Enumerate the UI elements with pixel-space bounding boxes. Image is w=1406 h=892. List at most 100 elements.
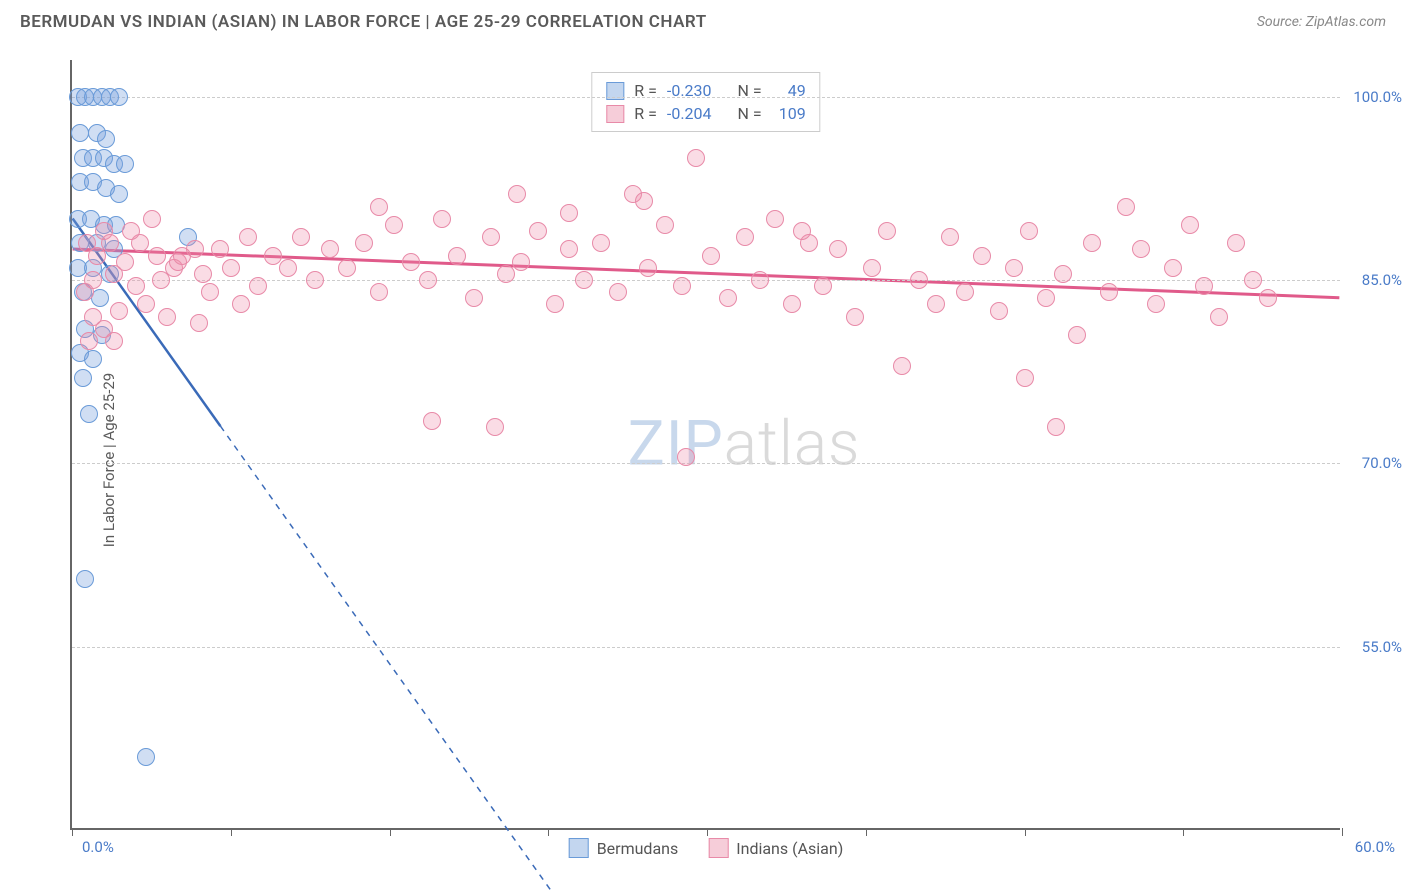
scatter-point (190, 314, 208, 332)
scatter-point (560, 240, 578, 258)
scatter-point (592, 234, 610, 252)
legend-item-1: Indians (Asian) (708, 838, 843, 858)
scatter-point (465, 289, 483, 307)
scatter-point (751, 271, 769, 289)
watermark-part1: ZIP (628, 408, 724, 481)
scatter-point (1181, 216, 1199, 234)
scatter-point (482, 228, 500, 246)
scatter-point (84, 350, 102, 368)
scatter-point (76, 283, 94, 301)
scatter-point (927, 295, 945, 313)
scatter-point (385, 216, 403, 234)
chart-title: BERMUDAN VS INDIAN (ASIAN) IN LABOR FORC… (20, 12, 707, 32)
scatter-point (956, 283, 974, 301)
scatter-point (1100, 283, 1118, 301)
scatter-point (148, 247, 166, 265)
stats-box: R = -0.230 N = 49 R = -0.204 N = 109 (591, 72, 820, 132)
scatter-point (137, 748, 155, 766)
scatter-point (419, 271, 437, 289)
scatter-point (512, 253, 530, 271)
scatter-point (80, 405, 98, 423)
scatter-point (1037, 289, 1055, 307)
scatter-point (211, 240, 229, 258)
x-axis-max-label: 60.0% (1355, 838, 1395, 856)
y-tick-label: 85.0% (1362, 271, 1402, 289)
scatter-point (239, 228, 257, 246)
bottom-legend: Bermudans Indians (Asian) (569, 838, 844, 858)
scatter-point (1020, 222, 1038, 240)
scatter-point (370, 283, 388, 301)
scatter-point (448, 247, 466, 265)
scatter-point (222, 259, 240, 277)
stats-n-val-1: 109 (772, 104, 806, 123)
legend-label-1: Indians (Asian) (736, 839, 843, 858)
scatter-point (122, 222, 140, 240)
legend-label-0: Bermudans (597, 839, 679, 858)
scatter-point (173, 247, 191, 265)
scatter-point (829, 240, 847, 258)
scatter-point (702, 247, 720, 265)
scatter-point (486, 418, 504, 436)
scatter-point (1005, 259, 1023, 277)
watermark: ZIPatlas (628, 408, 861, 481)
scatter-point (910, 271, 928, 289)
scatter-point (609, 283, 627, 301)
legend-item-0: Bermudans (569, 838, 679, 858)
chart-container: In Labor Force | Age 25-29 ZIPatlas R = … (50, 50, 1390, 870)
stats-swatch-1 (606, 105, 624, 123)
scatter-point (508, 185, 526, 203)
scatter-point (105, 265, 123, 283)
scatter-point (433, 210, 451, 228)
scatter-point (546, 295, 564, 313)
scatter-point (76, 570, 94, 588)
legend-swatch-1 (708, 838, 728, 858)
scatter-point (1132, 240, 1150, 258)
scatter-point (673, 277, 691, 295)
scatter-point (635, 192, 653, 210)
scatter-point (402, 253, 420, 271)
scatter-point (1210, 308, 1228, 326)
scatter-point (639, 259, 657, 277)
scatter-point (338, 259, 356, 277)
scatter-point (232, 295, 250, 313)
gridline-y (72, 97, 1340, 98)
scatter-point (793, 222, 811, 240)
stats-r-label-1: R = (634, 104, 657, 123)
stats-r-val-1: -0.204 (667, 104, 712, 123)
scatter-point (560, 204, 578, 222)
scatter-point (575, 271, 593, 289)
scatter-point (719, 289, 737, 307)
scatter-point (973, 247, 991, 265)
scatter-point (74, 369, 92, 387)
chart-header: BERMUDAN VS INDIAN (ASIAN) IN LABOR FORC… (0, 0, 1406, 40)
scatter-point (306, 271, 324, 289)
scatter-point (370, 198, 388, 216)
plot-area: ZIPatlas R = -0.230 N = 49 R = -0.204 N … (70, 60, 1340, 830)
scatter-point (1047, 418, 1065, 436)
scatter-point (687, 149, 705, 167)
x-tick (72, 828, 73, 836)
scatter-point (249, 277, 267, 295)
scatter-point (1147, 295, 1165, 313)
y-tick-label: 55.0% (1362, 638, 1402, 656)
chart-source: Source: ZipAtlas.com (1257, 14, 1386, 30)
scatter-point (1054, 265, 1072, 283)
scatter-point (127, 277, 145, 295)
scatter-point (1244, 271, 1262, 289)
scatter-point (1117, 198, 1135, 216)
scatter-point (292, 228, 310, 246)
gridline-y (72, 647, 1340, 648)
scatter-point (71, 124, 89, 142)
stats-n-label-1: N = (738, 104, 762, 123)
scatter-point (677, 448, 695, 466)
scatter-point (1164, 259, 1182, 277)
scatter-point (1227, 234, 1245, 252)
scatter-point (95, 222, 113, 240)
scatter-point (814, 277, 832, 295)
scatter-point (1068, 326, 1086, 344)
scatter-point (97, 130, 115, 148)
scatter-point (201, 283, 219, 301)
scatter-point (355, 234, 373, 252)
gridline-y (72, 463, 1340, 464)
watermark-part2: atlas (724, 408, 861, 481)
